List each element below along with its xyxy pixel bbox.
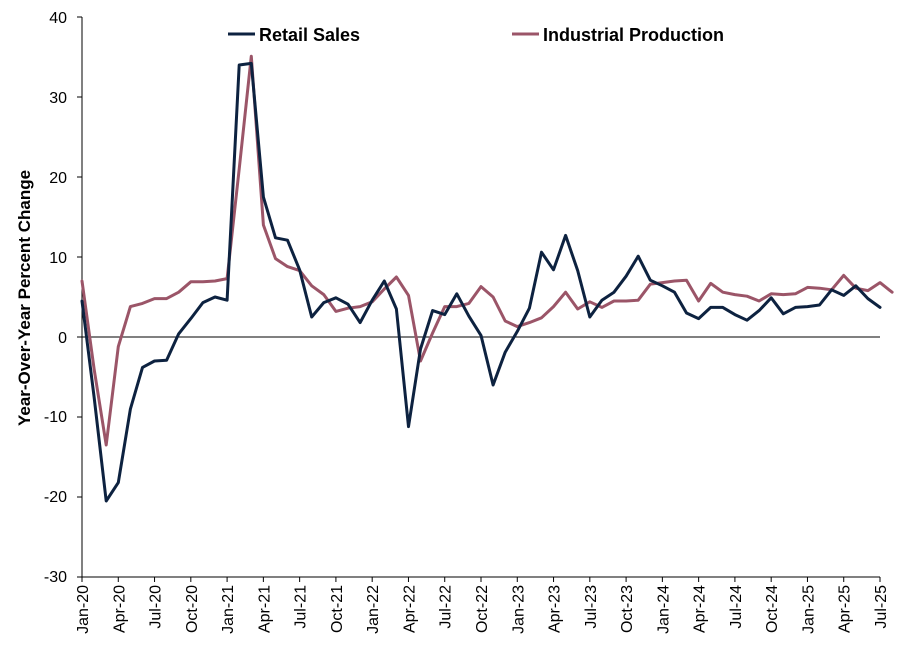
y-tick-label: 10 <box>49 250 67 267</box>
y-tick-label: 20 <box>49 170 67 187</box>
x-tick-label: Oct-24 <box>764 585 781 633</box>
x-tick-label: Apr-25 <box>837 585 854 633</box>
x-tick-label: Jan-25 <box>800 585 817 634</box>
x-tick-label: Jul-23 <box>583 585 600 629</box>
y-tick-label: 30 <box>49 90 67 107</box>
y-tick-label: 40 <box>49 10 67 27</box>
x-tick-label: Apr-20 <box>111 585 128 633</box>
x-tick-label: Jul-20 <box>148 585 165 629</box>
series-line-retail-sales <box>80 61 882 503</box>
x-tick-label: Oct-21 <box>329 585 346 633</box>
x-tick-label: Oct-20 <box>184 585 201 633</box>
legend: Retail Sales Industrial Production <box>228 25 724 45</box>
legend-label-industrial-production: Industrial Production <box>543 25 724 45</box>
y-axis-label: Year-Over-Year Percent Change <box>15 170 34 426</box>
series-line-industrial-production <box>80 54 894 447</box>
y-tick-label: -10 <box>44 409 67 426</box>
y-tick-label: 0 <box>58 330 67 347</box>
x-tick-label: Jan-24 <box>655 585 672 634</box>
series-lines <box>80 54 894 503</box>
x-tick-label: Jan-22 <box>365 585 382 634</box>
x-tick-label: Apr-24 <box>692 585 709 633</box>
x-tick-labels: Jan-20 Apr-20 Jul-20 Oct-20 Jan-21 Apr-21 Jul-… <box>75 585 890 634</box>
x-tick-label: Jan-21 <box>220 585 237 634</box>
y-tick-labels: 40 30 20 10 0 -10 -20 -30 <box>44 10 67 586</box>
x-tick-label: Jul-25 <box>873 585 890 629</box>
y-tick-label: -20 <box>44 489 67 506</box>
x-tick-label: Jan-23 <box>510 585 527 634</box>
y-tick-label: -30 <box>44 569 67 586</box>
x-tick-label: Apr-22 <box>401 585 418 633</box>
x-tick-label: Jul-24 <box>728 585 745 629</box>
x-tick-label: Oct-23 <box>619 585 636 633</box>
x-tick-label: Jul-22 <box>438 585 455 629</box>
axes <box>77 16 881 582</box>
x-tick-label: Jul-21 <box>293 585 310 629</box>
x-tick-label: Jan-20 <box>75 585 92 634</box>
x-tick-label: Apr-23 <box>547 585 564 633</box>
x-tick-label: Oct-22 <box>474 585 491 633</box>
legend-label-retail-sales: Retail Sales <box>259 25 360 45</box>
x-tick-label: Apr-21 <box>256 585 273 633</box>
